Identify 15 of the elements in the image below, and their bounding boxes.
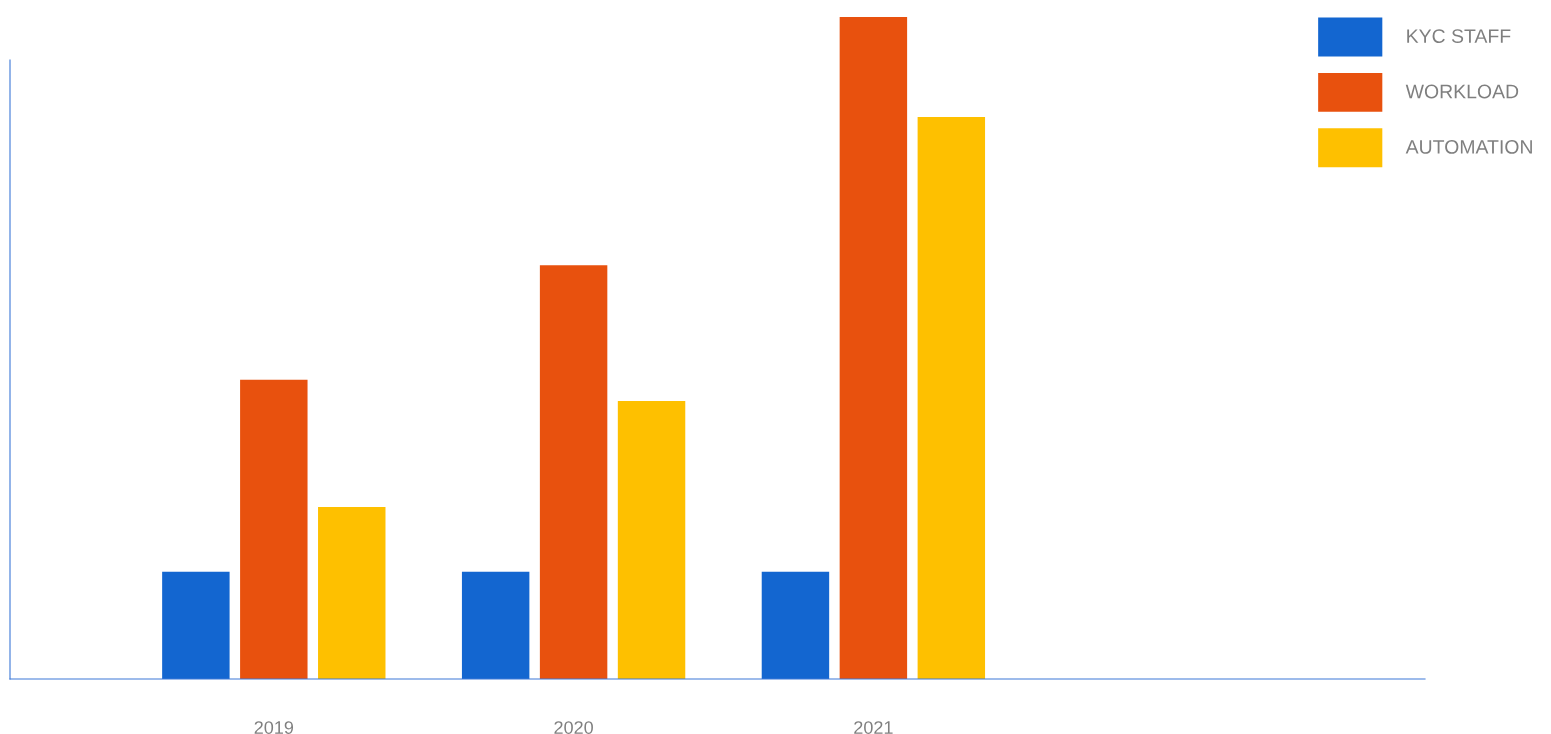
bar (318, 506, 386, 679)
bar (162, 571, 230, 679)
legend-label: WORKLOAD (1405, 84, 1519, 99)
legend-label: AUTOMATION (1405, 140, 1532, 154)
x-tick-label: 2019 (254, 721, 294, 734)
legend-label: KYC STAFF (1407, 29, 1511, 43)
bar (617, 400, 686, 679)
bar (917, 116, 986, 679)
x-tick-label: 2020 (554, 721, 593, 734)
bar (761, 571, 830, 679)
bar (839, 17, 908, 679)
x-tick-label: 2021 (854, 721, 893, 734)
bar (539, 265, 608, 679)
bar (461, 571, 530, 679)
bar (240, 379, 308, 679)
